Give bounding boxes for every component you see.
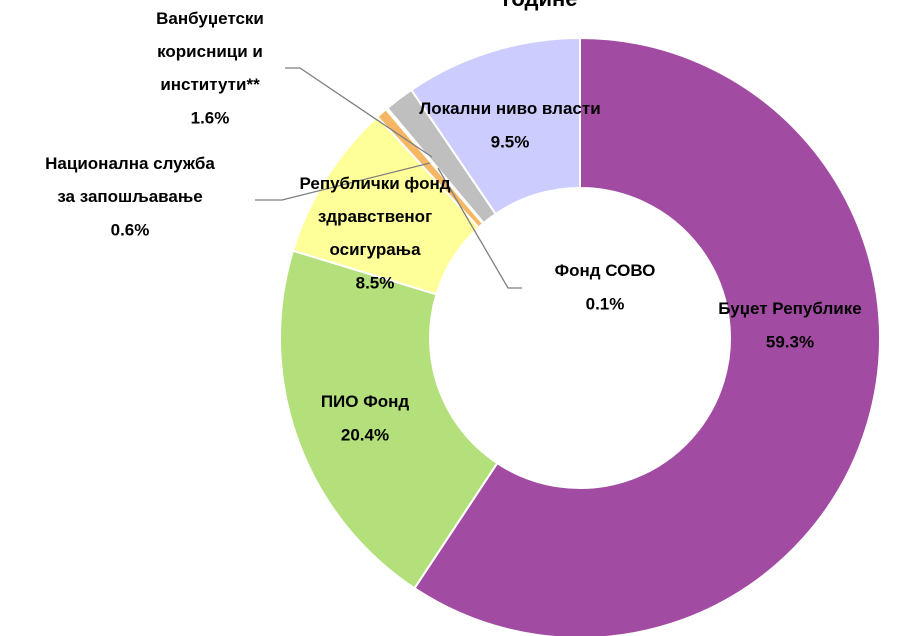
category-label: Фонд СОВО xyxy=(555,261,656,280)
category-label: Републички фонд здравственог осигурања xyxy=(299,174,450,259)
donut-segment xyxy=(409,36,581,216)
value-label: 20.4% xyxy=(341,425,389,444)
value-label: 1.6% xyxy=(191,108,230,127)
value-label: 0.6% xyxy=(111,220,150,239)
category-label: Ванбуџетски корисници и институти** xyxy=(156,9,264,94)
category-label: Локални ниво власти xyxy=(419,99,600,118)
leader-line xyxy=(285,67,433,158)
category-label: Национална служба за запошљавање xyxy=(45,154,215,206)
leader-line xyxy=(255,162,431,201)
value-label: 59.3% xyxy=(766,332,814,351)
value-label: 0.1% xyxy=(586,294,625,313)
value-label: 8.5% xyxy=(356,273,395,292)
chart-title: године xyxy=(502,0,577,11)
leader-line xyxy=(437,167,522,289)
donut-segment xyxy=(279,249,499,590)
category-label: Буџет Републике xyxy=(718,299,861,318)
category-label: ПИО Фонд xyxy=(321,392,410,411)
donut-segment xyxy=(413,36,881,636)
value-label: 9.5% xyxy=(491,132,530,151)
